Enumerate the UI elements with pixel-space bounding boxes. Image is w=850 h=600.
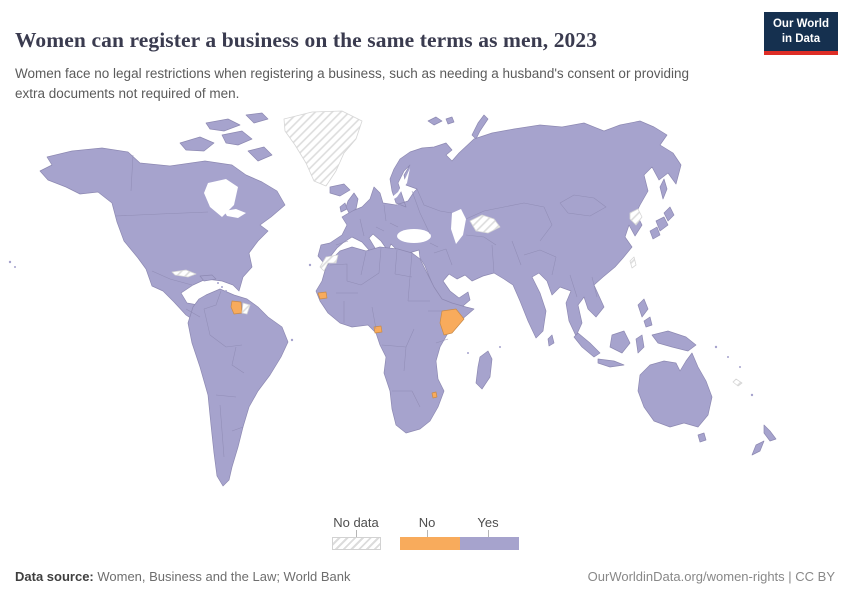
country-africa: [315, 246, 475, 434]
hudson-bay: [204, 179, 238, 217]
country-equatorial-guinea: [373, 325, 383, 334]
great-lakes: [224, 209, 246, 218]
country-philippines: [637, 298, 653, 328]
country-eswatini: [431, 391, 438, 399]
citation-link[interactable]: OurWorldinData.org/women-rights | CC BY: [587, 569, 835, 584]
legend-label-yes: Yes: [477, 515, 499, 530]
country-hispaniola: [199, 274, 217, 282]
data-source-label: Data source:: [15, 569, 94, 584]
region-greenland: [283, 110, 363, 187]
country-ireland: [339, 202, 348, 213]
region-french-guiana: [241, 302, 251, 315]
country-sulawesi: [635, 334, 645, 354]
small-islands: [8, 260, 754, 397]
data-source-value: Women, Business and the Law; World Bank: [93, 569, 351, 584]
country-iceland: [329, 183, 351, 197]
owid-logo-line1: Our World: [772, 18, 829, 30]
country-sumatra: [573, 332, 601, 358]
country-south-america: [187, 288, 289, 487]
lakes: [204, 168, 466, 244]
countries-no-data[interactable]: [171, 110, 743, 387]
country-borneo: [609, 330, 631, 354]
country-japan: [649, 206, 675, 240]
owid-logo[interactable]: Our World in Data: [763, 12, 838, 55]
region-new-caledonia: [732, 378, 743, 387]
countries-no[interactable]: [230, 291, 465, 399]
svalbard-islands: [427, 116, 455, 126]
owid-logo-line2: in Data: [781, 32, 821, 45]
legend-tick-no-data: [356, 530, 357, 537]
world-map[interactable]: [0, 95, 850, 505]
country-eurasia: [317, 120, 682, 339]
region-taiwan: [629, 256, 637, 269]
region-western-sahara: [319, 254, 339, 272]
legend-swatch-no-data[interactable]: [332, 537, 381, 550]
legend-tick-yes: [488, 530, 489, 537]
baltic-sea: [386, 168, 410, 203]
country-new-guinea: [651, 330, 697, 352]
country-borders: [115, 154, 607, 458]
legend-label-no-data: No data: [333, 515, 379, 530]
chart-subtitle: Women face no legal restrictions when re…: [15, 65, 689, 102]
black-sea: [397, 229, 431, 243]
page-title: Women can register a business on the sam…: [15, 28, 598, 53]
country-australia: [637, 352, 713, 428]
country-madagascar: [475, 350, 493, 390]
country-new-zealand: [751, 424, 777, 456]
country-tasmania: [697, 432, 707, 443]
region-turkmenistan: [469, 214, 501, 234]
country-suriname: [230, 300, 243, 315]
country-sakhalin: [659, 178, 668, 200]
legend-label-no: No: [418, 515, 436, 530]
data-source-line: Data source: Women, Business and the Law…: [15, 569, 351, 584]
legend-swatch-no[interactable]: [400, 537, 460, 550]
country-guinea-bissau: [317, 291, 328, 300]
country-sri-lanka: [547, 334, 555, 347]
caspian-sea: [451, 209, 466, 244]
region-cuba: [171, 269, 197, 278]
legend-swatch-yes[interactable]: [460, 537, 519, 550]
legend-tick-no: [427, 530, 428, 537]
country-kenya: [439, 308, 465, 336]
countries-yes[interactable]: [8, 112, 777, 487]
country-java: [597, 358, 625, 368]
arctic-islands: [179, 112, 273, 162]
region-north-korea: [629, 208, 643, 226]
